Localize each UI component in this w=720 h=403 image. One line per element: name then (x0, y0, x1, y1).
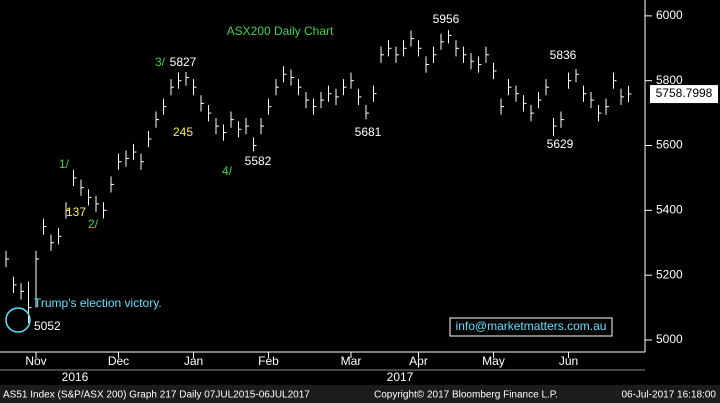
watermark: info@marketmatters.com.au (456, 319, 607, 333)
footer-mid: Copyright© 2017 Bloomberg Finance L.P. (374, 390, 558, 401)
y-tick-label: 5200 (656, 267, 683, 281)
x-tick-label: May (482, 354, 505, 368)
annotation: 3/ (155, 55, 166, 69)
y-tick-label: 5000 (656, 332, 683, 346)
annotation: 5956 (433, 12, 460, 26)
footer-bar (0, 385, 720, 403)
highlight-circle (5, 307, 31, 333)
watermark-box (449, 317, 613, 337)
y-tick-label: 5600 (656, 138, 683, 152)
y-tick-label: 5400 (656, 203, 683, 217)
footer-right: 06-Jul-2017 16:18:00 (621, 390, 716, 401)
last-price-box (650, 85, 718, 104)
year-label: 2017 (387, 370, 414, 384)
annotation: 5836 (550, 48, 577, 62)
x-tick-label: Feb (258, 354, 279, 368)
annotation: Trump's election victory. (34, 296, 162, 310)
last-price: 5758.7998 (656, 86, 713, 100)
y-tick-label: 6000 (656, 8, 683, 22)
annotation: 137 (66, 205, 86, 219)
x-tick-label: Dec (108, 354, 129, 368)
year-label: 2016 (62, 370, 89, 384)
y-tick-label: 5800 (656, 73, 683, 87)
annotation: 5681 (355, 125, 382, 139)
annotation: 5052 (34, 319, 61, 333)
x-tick-label: Apr (409, 354, 428, 368)
x-tick-label: Mar (341, 354, 362, 368)
annotation: 5629 (547, 137, 574, 151)
x-tick-label: Jun (559, 354, 578, 368)
x-tick-label: Nov (25, 354, 46, 368)
x-tick-label: Jan (184, 354, 203, 368)
annotation: 5827 (170, 55, 197, 69)
annotation: 4/ (222, 164, 233, 178)
annotation: 245 (173, 125, 193, 139)
annotation: 1/ (59, 157, 70, 171)
footer-left: AS51 Index (S&P/ASX 200) Graph 217 Daily… (3, 390, 310, 401)
chart-title: ASX200 Daily Chart (227, 24, 334, 38)
annotation: 2/ (88, 217, 99, 231)
annotation: 5582 (245, 154, 272, 168)
